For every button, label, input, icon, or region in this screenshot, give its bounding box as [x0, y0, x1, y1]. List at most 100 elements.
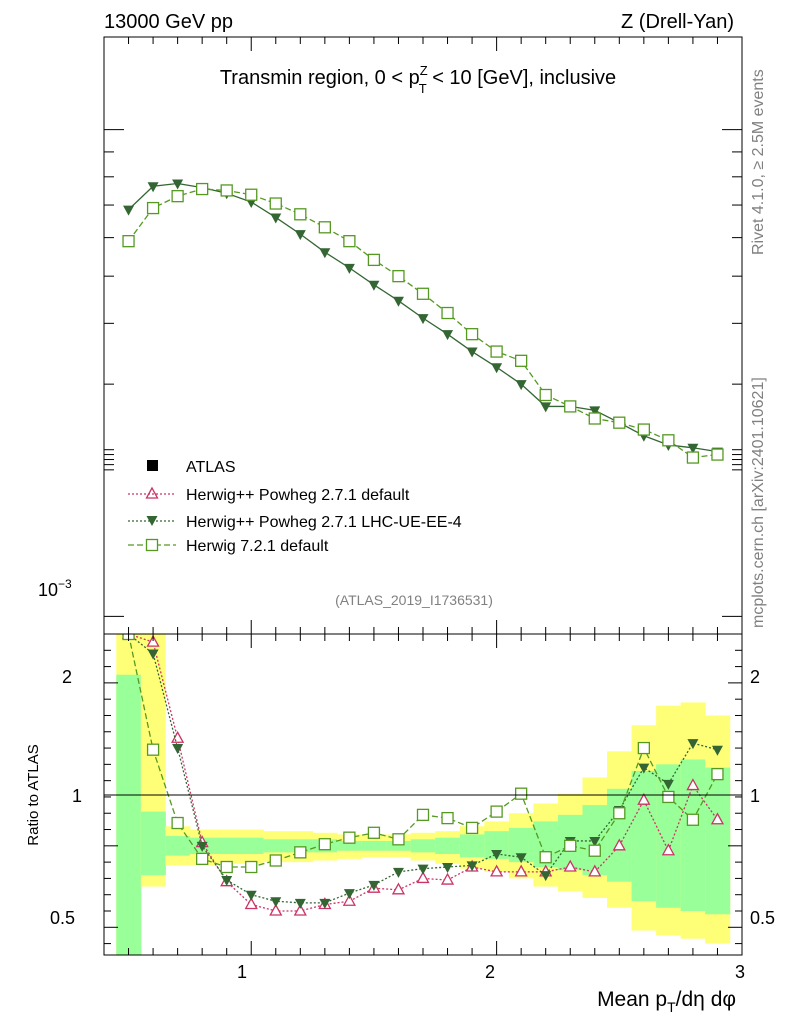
ratio-point-herwig7 — [416, 808, 430, 822]
ratio-point-herwigpp-ue — [196, 841, 208, 852]
main-point-herwig7 — [441, 306, 454, 320]
main-point-herwig7 — [294, 208, 307, 221]
ratio-point-herwigpp-default — [588, 864, 602, 877]
ratio-point-herwigpp-ue — [294, 898, 306, 909]
ratio-point-herwigpp-ue — [270, 897, 282, 908]
ratio-point-herwigpp-ue — [466, 861, 478, 872]
ratio-point-herwig7 — [564, 839, 577, 852]
ratio-ytick-05-right: 0.5 — [750, 908, 775, 928]
ratio-point-herwigpp-default — [514, 864, 528, 877]
green-band-bin — [165, 836, 191, 856]
ratio-point-herwigpp-default — [440, 872, 455, 885]
chart-title: Transmin region, 0 < pZ T < 10 [GeV], inc… — [220, 63, 616, 96]
ratio-point-herwigpp-default — [612, 838, 626, 851]
green-band-bin — [214, 837, 240, 854]
ratio-point-herwig7 — [613, 807, 626, 820]
y-tick-main-label: 10−3 — [38, 577, 72, 600]
green-band-bin — [459, 834, 485, 858]
main-point-herwig7 — [171, 190, 184, 203]
green-band-bin — [116, 674, 142, 955]
ratio-point-herwig7 — [245, 860, 258, 874]
ratio-point-herwig7 — [441, 811, 454, 825]
main-point-herwig7 — [196, 182, 209, 196]
main-point-herwig7 — [564, 400, 577, 413]
green-band-bin — [386, 840, 412, 851]
legend-label-atlas: ATLAS — [186, 459, 236, 476]
main-point-herwigpp-ue — [491, 363, 503, 374]
main-point-herwig7 — [686, 451, 700, 464]
main-point-herwig7 — [343, 235, 356, 248]
main-point-herwigpp-ue — [343, 263, 355, 274]
main-point-herwig7 — [613, 416, 626, 429]
ratio-point-herwigpp-ue — [392, 867, 404, 878]
header-right: Z (Drell-Yan) — [621, 11, 734, 33]
main-point-herwigpp-ue — [392, 296, 404, 307]
ratio-point-herwigpp-default — [391, 882, 406, 895]
main-point-herwigpp-ue — [540, 402, 552, 413]
main-point-herwig7 — [588, 412, 601, 425]
legend-label-herwigpp-ue: Herwig++ Powheg 2.7.1 LHC-UE-EE-4 — [186, 514, 462, 531]
main-point-herwigpp-ue — [123, 205, 135, 216]
ratio-ytick-05-left: 0.5 — [50, 908, 75, 928]
ratio-ytick-1-left: 1 — [72, 786, 82, 806]
main-point-herwigpp-ue — [589, 406, 601, 417]
ratio-point-herwig7 — [662, 790, 675, 804]
main-series-group — [122, 179, 724, 464]
legend-label-herwig7: Herwig 7.2.1 default — [186, 538, 329, 555]
ratio-point-herwigpp-ue — [491, 849, 503, 860]
main-point-herwigpp-ue — [515, 380, 527, 391]
ratio-point-herwigpp-ue — [711, 745, 723, 756]
ratio-point-herwig7 — [539, 851, 552, 864]
ratio-point-herwig7 — [392, 833, 405, 846]
ratio-point-herwigpp-default — [269, 903, 283, 916]
green-band-bin — [410, 839, 436, 853]
main-point-herwig7 — [367, 253, 381, 267]
main-point-herwig7 — [465, 328, 479, 341]
legend-marker-atlas — [147, 460, 158, 471]
ratio-point-herwig7 — [171, 816, 184, 830]
main-point-herwigpp-ue — [417, 314, 429, 325]
green-band-bin — [361, 840, 387, 851]
ratio-point-herwig7 — [515, 787, 528, 800]
ratio-point-herwig7 — [294, 846, 307, 859]
ratio-point-herwig7 — [146, 743, 160, 756]
main-point-herwig7 — [515, 354, 528, 367]
green-band-bin — [607, 788, 633, 882]
ratio-ytick-1-right: 1 — [750, 786, 760, 806]
ratio-point-herwigpp-ue — [221, 876, 233, 887]
ratio-ylabel: Ratio to ATLAS — [25, 744, 42, 845]
green-band-bin — [337, 840, 363, 851]
main-point-herwig7 — [662, 434, 675, 447]
ratio-point-herwig7 — [367, 826, 381, 839]
xtick-1: 1 — [237, 962, 247, 982]
ratio-point-herwigpp-ue — [172, 744, 184, 755]
axis-ticks — [104, 37, 742, 955]
ratio-point-herwigpp-default — [661, 843, 675, 856]
main-point-herwig7 — [392, 270, 405, 283]
main-point-herwig7 — [711, 448, 724, 461]
ratio-point-herwigpp-default — [686, 778, 700, 791]
main-point-herwig7 — [416, 287, 430, 300]
ratio-point-herwigpp-ue — [589, 836, 601, 847]
ratio-point-herwig7 — [711, 767, 724, 781]
ratio-series-group — [121, 634, 725, 916]
main-point-herwigpp-ue — [687, 443, 699, 454]
main-point-herwigpp-ue — [319, 248, 331, 259]
main-point-herwig7 — [245, 188, 258, 201]
green-band-bin — [435, 837, 461, 854]
ratio-point-herwigpp-default — [637, 792, 651, 805]
main-point-herwigpp-ue — [270, 213, 282, 224]
ratio-point-herwig7 — [220, 860, 233, 874]
ratio-point-herwig7 — [318, 838, 331, 851]
ratio-point-herwig7 — [269, 854, 282, 867]
ratio-point-herwig7 — [196, 852, 209, 866]
green-band-bin — [705, 767, 731, 915]
legend-marker-herwigpp-default — [145, 486, 159, 499]
legend-label-herwigpp-default: Herwig++ Powheg 2.7.1 default — [186, 487, 410, 504]
ratio-point-herwigpp-ue — [442, 863, 454, 874]
main-point-herwig7 — [146, 201, 160, 215]
ratio-clipped-group — [121, 634, 725, 916]
main-point-herwig7 — [490, 345, 503, 358]
ratio-point-herwigpp-default — [293, 903, 307, 916]
main-point-herwigpp-ue — [442, 330, 454, 341]
